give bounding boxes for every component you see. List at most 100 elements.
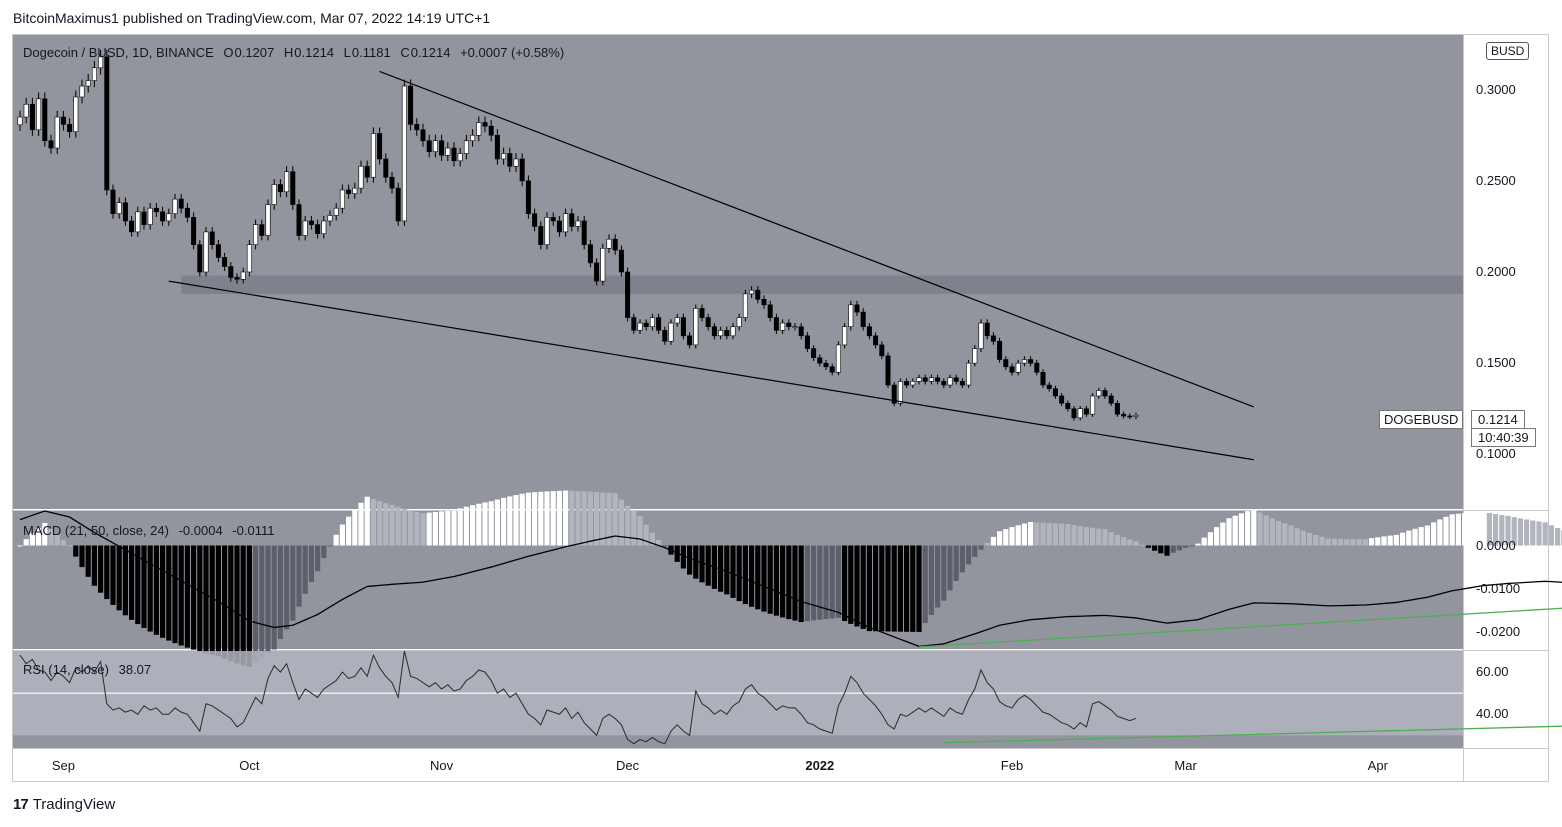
candle-body bbox=[866, 326, 872, 337]
candle-body bbox=[631, 317, 637, 331]
macd-histogram-bar bbox=[296, 545, 302, 607]
time-axis-label: 2022 bbox=[805, 758, 835, 773]
candle-body bbox=[842, 326, 848, 346]
macd-histogram-bar bbox=[271, 545, 277, 650]
candle-body bbox=[811, 348, 817, 358]
candle-body bbox=[563, 213, 569, 233]
candle-body bbox=[910, 381, 916, 386]
close-label: C bbox=[400, 45, 410, 60]
macd-histogram-bar bbox=[246, 545, 252, 668]
rsi-legend: RSI (14, close) 38.07 bbox=[23, 662, 151, 677]
candle-body bbox=[972, 348, 978, 364]
open-value: 0.1207 bbox=[234, 45, 275, 60]
descending-support-trendline bbox=[168, 280, 1254, 461]
macd-histogram-bar bbox=[184, 545, 190, 648]
candle-body bbox=[296, 204, 302, 236]
candle-body bbox=[519, 158, 525, 182]
candle-body bbox=[656, 317, 662, 331]
candle-body bbox=[773, 317, 779, 331]
pane-divider-rsi[interactable] bbox=[13, 650, 1549, 651]
close-value: 0.1214 bbox=[410, 45, 451, 60]
macd-histogram-bar bbox=[550, 491, 556, 546]
candle-body bbox=[135, 211, 141, 233]
candle-body bbox=[792, 326, 798, 328]
tradingview-brand[interactable]: 17 TradingView bbox=[13, 796, 115, 813]
candle-body bbox=[817, 357, 823, 364]
macd-histogram-bar bbox=[470, 505, 476, 546]
candle-body bbox=[718, 330, 724, 337]
macd-histogram-bar bbox=[1381, 536, 1387, 546]
candle-body bbox=[222, 257, 228, 267]
macd-histogram-bar bbox=[891, 545, 897, 632]
candle-body bbox=[544, 217, 550, 245]
macd-title[interactable]: MACD (21, 50, close, 24) bbox=[23, 523, 169, 538]
candle-body bbox=[234, 277, 240, 280]
pane-divider-macd[interactable] bbox=[13, 510, 1549, 511]
bar-countdown-label: 10:40:39 bbox=[1471, 428, 1536, 447]
macd-histogram-bar bbox=[910, 545, 916, 632]
macd-histogram-bar bbox=[1183, 545, 1189, 548]
candle-body bbox=[470, 134, 476, 142]
candle-body bbox=[482, 122, 488, 127]
macd-histogram-bar bbox=[1356, 539, 1362, 546]
macd-histogram-bar bbox=[563, 490, 569, 546]
candle-body bbox=[600, 248, 606, 282]
macd-histogram-bar bbox=[358, 502, 364, 546]
macd-histogram-bar bbox=[1034, 522, 1040, 546]
macd-histogram-bar bbox=[972, 545, 978, 557]
symbol-title[interactable]: Dogecoin / BUSD, 1D, BINANCE bbox=[23, 45, 214, 60]
macd-histogram-bar bbox=[569, 490, 575, 546]
time-axis-divider bbox=[13, 748, 1549, 749]
candle-body bbox=[687, 335, 693, 346]
macd-histogram-bar bbox=[575, 491, 581, 546]
macd-histogram-bar bbox=[631, 511, 637, 546]
macd-histogram-bar bbox=[234, 545, 240, 664]
macd-histogram-bar bbox=[1263, 515, 1269, 546]
candle-body bbox=[575, 220, 581, 227]
macd-histogram-bar bbox=[339, 524, 345, 546]
macd-histogram-bar bbox=[333, 534, 339, 546]
macd-histogram-bar bbox=[1499, 514, 1505, 546]
macd-histogram-bar bbox=[767, 545, 773, 614]
candle-body bbox=[414, 124, 420, 131]
rsi-line bbox=[19, 650, 1137, 745]
price-tick-label: 0.1500 bbox=[1476, 355, 1516, 371]
candle-body bbox=[873, 335, 879, 346]
macd-histogram-bar bbox=[1449, 514, 1455, 546]
candle-body bbox=[153, 207, 159, 213]
candle-body bbox=[829, 366, 835, 373]
candle-body bbox=[1108, 395, 1114, 404]
macd-histogram-bar bbox=[544, 491, 550, 546]
macd-histogram-bar bbox=[141, 545, 147, 628]
candle-body bbox=[730, 326, 736, 337]
macd-histogram-bar bbox=[1350, 539, 1356, 546]
macd-histogram-bar bbox=[501, 497, 507, 546]
candle-body bbox=[184, 207, 190, 218]
macd-histogram-bar bbox=[166, 545, 172, 641]
macd-histogram-bar bbox=[1393, 534, 1399, 546]
macd-histogram-bar bbox=[848, 545, 854, 624]
macd-histogram-bar bbox=[277, 545, 283, 640]
price-pane[interactable] bbox=[13, 35, 1463, 509]
macd-histogram-bar bbox=[1195, 543, 1201, 546]
macd-histogram-bar bbox=[1152, 545, 1158, 551]
candle-body bbox=[259, 224, 265, 236]
currency-badge[interactable]: BUSD bbox=[1486, 42, 1530, 60]
macd-histogram-bar bbox=[680, 545, 686, 569]
macd-histogram-bar bbox=[1431, 522, 1437, 546]
rsi-title[interactable]: RSI (14, close) bbox=[23, 662, 109, 677]
candle-body bbox=[742, 293, 748, 318]
macd-histogram-bar bbox=[1003, 529, 1009, 546]
candle-body bbox=[420, 129, 426, 142]
macd-histogram-bar bbox=[1214, 527, 1220, 546]
macd-histogram-bar bbox=[1170, 545, 1176, 553]
candle-body bbox=[854, 304, 860, 313]
candle-body bbox=[507, 153, 513, 167]
macd-histogram-bar bbox=[457, 508, 463, 546]
macd-histogram-bar bbox=[1238, 513, 1244, 546]
macd-histogram-bar bbox=[228, 545, 234, 662]
macd-histogram-bar bbox=[953, 545, 959, 581]
macd-histogram-bar bbox=[1294, 528, 1300, 546]
candle-body bbox=[147, 207, 153, 225]
